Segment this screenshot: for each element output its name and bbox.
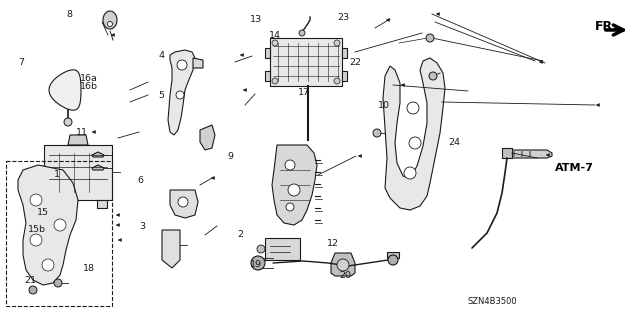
Circle shape (30, 194, 42, 206)
Circle shape (272, 78, 278, 84)
Text: 12: 12 (327, 239, 339, 248)
Bar (6, 161, 112, 306)
Text: 10: 10 (378, 101, 390, 110)
Text: 7: 7 (18, 58, 24, 67)
Polygon shape (270, 38, 342, 86)
Polygon shape (193, 58, 203, 68)
Text: 24: 24 (448, 138, 460, 147)
Text: 5: 5 (159, 91, 164, 100)
Bar (502, 148, 512, 158)
Circle shape (337, 259, 349, 271)
Circle shape (54, 279, 62, 287)
Circle shape (299, 30, 305, 36)
Circle shape (54, 219, 66, 231)
Text: 20: 20 (339, 271, 351, 280)
Polygon shape (265, 48, 270, 58)
Text: 22: 22 (349, 58, 361, 67)
Circle shape (429, 72, 437, 80)
Text: 15b: 15b (28, 225, 45, 234)
Polygon shape (49, 200, 59, 208)
Circle shape (257, 245, 265, 253)
Circle shape (407, 102, 419, 114)
Circle shape (334, 78, 340, 84)
Polygon shape (49, 70, 81, 110)
Polygon shape (342, 71, 347, 81)
Bar (387, 252, 399, 258)
Circle shape (30, 234, 42, 246)
Circle shape (288, 184, 300, 196)
Circle shape (373, 129, 381, 137)
Polygon shape (331, 253, 355, 276)
Circle shape (251, 256, 265, 270)
Text: 15: 15 (37, 208, 49, 217)
Text: 18: 18 (83, 264, 95, 273)
Polygon shape (342, 48, 347, 58)
Text: 11: 11 (76, 128, 88, 137)
Polygon shape (265, 238, 300, 260)
Text: FR.: FR. (595, 19, 618, 33)
Text: 3: 3 (140, 222, 146, 231)
Polygon shape (162, 230, 180, 268)
Text: 17: 17 (298, 88, 310, 97)
Text: 21: 21 (24, 276, 36, 285)
Circle shape (388, 255, 398, 265)
Text: 23: 23 (337, 13, 349, 22)
Polygon shape (44, 145, 112, 200)
Text: 14: 14 (269, 31, 281, 40)
Polygon shape (103, 11, 117, 29)
Circle shape (176, 91, 184, 99)
Circle shape (334, 40, 340, 46)
Polygon shape (18, 165, 78, 285)
Text: 6: 6 (138, 176, 143, 185)
Circle shape (42, 259, 54, 271)
Text: SZN4B3500: SZN4B3500 (467, 298, 517, 307)
Polygon shape (92, 152, 104, 157)
Text: 4: 4 (159, 51, 164, 60)
Text: 13: 13 (250, 15, 262, 24)
Text: 16b: 16b (80, 82, 98, 91)
Polygon shape (170, 190, 198, 218)
Circle shape (426, 34, 434, 42)
Polygon shape (512, 150, 552, 158)
Text: 2: 2 (237, 230, 243, 239)
Polygon shape (383, 58, 445, 210)
Text: 8: 8 (66, 10, 72, 19)
Polygon shape (92, 165, 104, 170)
Text: 19: 19 (250, 260, 262, 269)
Circle shape (178, 197, 188, 207)
Circle shape (29, 286, 37, 294)
Circle shape (272, 40, 278, 46)
Circle shape (64, 118, 72, 126)
Polygon shape (97, 200, 107, 208)
Text: ATM-7: ATM-7 (555, 163, 594, 173)
Polygon shape (272, 145, 317, 225)
Polygon shape (265, 71, 270, 81)
Circle shape (285, 160, 295, 170)
Text: 16a: 16a (80, 74, 98, 83)
Circle shape (108, 21, 113, 26)
Circle shape (409, 137, 421, 149)
Polygon shape (168, 50, 195, 135)
Text: 1: 1 (54, 170, 60, 179)
Polygon shape (68, 135, 88, 145)
Circle shape (177, 60, 187, 70)
Text: 9: 9 (227, 152, 233, 161)
Circle shape (286, 203, 294, 211)
Circle shape (404, 167, 416, 179)
Polygon shape (200, 125, 215, 150)
